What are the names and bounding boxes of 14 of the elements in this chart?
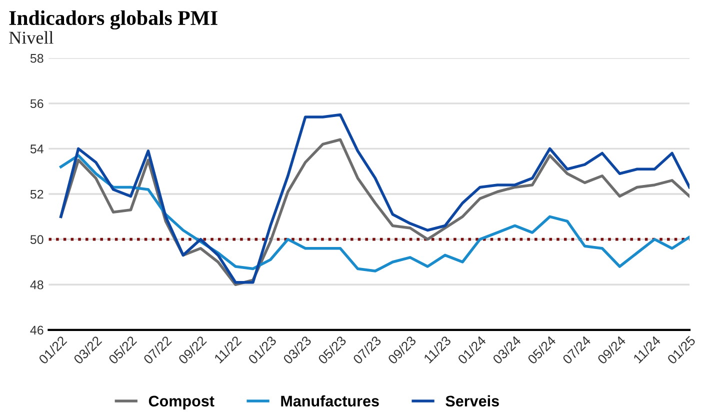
y-tick-label: 48 xyxy=(30,280,44,290)
chart-subtitle: Nivell xyxy=(9,31,54,44)
legend-label: Compost xyxy=(148,396,214,410)
y-tick-label: 54 xyxy=(30,144,44,154)
y-tick-label: 56 xyxy=(30,99,44,108)
legend-label: Manufactures xyxy=(281,395,379,407)
line-series xyxy=(60,113,690,284)
chart-title: Indicadors globals PMI xyxy=(9,10,218,30)
y-tick-label: 46 xyxy=(30,326,44,335)
y-tick-label: 58 xyxy=(30,54,44,63)
y-tick-label: 50 xyxy=(30,235,44,244)
y-tick-label: 52 xyxy=(30,190,44,199)
line-series xyxy=(60,154,690,272)
legend-label: Serveis xyxy=(446,395,499,407)
